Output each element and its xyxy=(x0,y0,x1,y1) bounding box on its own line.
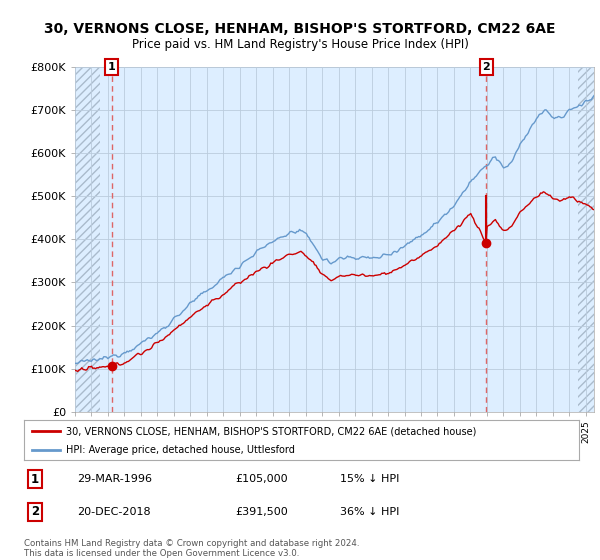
Text: 29-MAR-1996: 29-MAR-1996 xyxy=(77,474,152,484)
Text: 1: 1 xyxy=(31,473,39,486)
Text: HPI: Average price, detached house, Uttlesford: HPI: Average price, detached house, Uttl… xyxy=(65,445,295,455)
Text: Price paid vs. HM Land Registry's House Price Index (HPI): Price paid vs. HM Land Registry's House … xyxy=(131,38,469,50)
Text: 15% ↓ HPI: 15% ↓ HPI xyxy=(340,474,400,484)
Text: 2: 2 xyxy=(482,62,490,72)
Text: £105,000: £105,000 xyxy=(235,474,287,484)
Text: 30, VERNONS CLOSE, HENHAM, BISHOP'S STORTFORD, CM22 6AE (detached house): 30, VERNONS CLOSE, HENHAM, BISHOP'S STOR… xyxy=(65,426,476,436)
Text: £391,500: £391,500 xyxy=(235,507,287,517)
Text: Contains HM Land Registry data © Crown copyright and database right 2024.
This d: Contains HM Land Registry data © Crown c… xyxy=(24,539,359,558)
Text: 30, VERNONS CLOSE, HENHAM, BISHOP'S STORTFORD, CM22 6AE: 30, VERNONS CLOSE, HENHAM, BISHOP'S STOR… xyxy=(44,22,556,36)
Text: 20-DEC-2018: 20-DEC-2018 xyxy=(77,507,151,517)
Text: 1: 1 xyxy=(108,62,115,72)
Text: 36% ↓ HPI: 36% ↓ HPI xyxy=(340,507,400,517)
Text: 2: 2 xyxy=(31,505,39,519)
